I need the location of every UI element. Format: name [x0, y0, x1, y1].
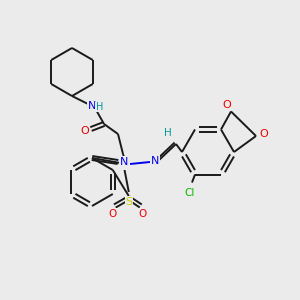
Text: H: H — [96, 102, 103, 112]
Text: O: O — [109, 209, 117, 219]
Text: N: N — [88, 101, 96, 111]
Text: O: O — [81, 126, 89, 136]
Text: Cl: Cl — [185, 188, 195, 197]
Text: O: O — [223, 100, 231, 110]
Text: H: H — [164, 128, 172, 138]
Text: N: N — [121, 159, 129, 169]
Text: O: O — [139, 209, 147, 219]
Text: N: N — [120, 157, 128, 167]
Text: O: O — [260, 129, 268, 139]
Text: N: N — [151, 156, 159, 166]
Text: S: S — [125, 197, 132, 207]
